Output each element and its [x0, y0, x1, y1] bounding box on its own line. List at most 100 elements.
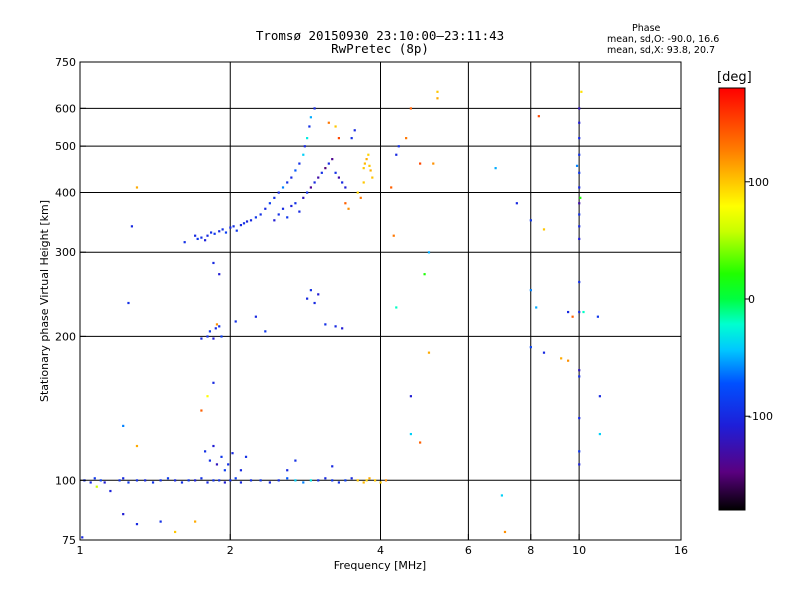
data-point-166: [578, 171, 581, 174]
data-point-205: [244, 455, 248, 458]
data-point-75: [224, 231, 228, 234]
data-point-29: [286, 477, 289, 480]
data-point-95: [303, 145, 306, 148]
colorbar-ticks: 100 0 -100: [745, 176, 773, 423]
y-axis-ticks: 75 100 200 300 400 500 600 750: [55, 56, 86, 547]
data-point-185: [571, 315, 574, 318]
data-point-118: [341, 181, 344, 184]
data-point-65: [183, 241, 186, 244]
data-point-8: [135, 479, 139, 482]
data-point-170: [578, 225, 581, 228]
data-point-174: [578, 369, 581, 372]
data-point-59: [218, 325, 221, 328]
data-point-195: [212, 381, 215, 384]
data-point-21: [223, 481, 226, 484]
data-point-107: [302, 196, 305, 199]
data-point-54: [200, 337, 203, 340]
data-point-6: [122, 477, 125, 480]
data-point-198: [220, 455, 223, 458]
data-point-212: [306, 297, 309, 300]
data-point-148: [427, 351, 431, 354]
data-point-94: [302, 153, 305, 156]
data-point-41: [365, 479, 368, 482]
data-point-207: [294, 459, 297, 462]
data-point-18: [206, 481, 209, 484]
data-point-159: [535, 306, 538, 309]
data-point-68: [200, 236, 203, 239]
data-point-7: [127, 481, 130, 484]
data-point-150: [503, 530, 507, 534]
data-point-3: [99, 479, 102, 482]
data-point-140: [427, 251, 431, 254]
data-point-183: [598, 432, 601, 436]
data-point-72: [213, 232, 216, 235]
data-point-151: [494, 167, 497, 170]
data-point-173: [578, 310, 581, 314]
data-point-51: [81, 536, 84, 539]
data-point-4: [103, 481, 106, 484]
data-point-32: [309, 479, 312, 482]
data-point-83: [254, 216, 257, 219]
data-point-34: [324, 477, 327, 480]
data-point-141: [423, 273, 426, 276]
data-point-188: [130, 225, 134, 228]
data-point-62: [234, 320, 237, 323]
data-point-196: [203, 450, 207, 453]
phase-stat-x: mean, sd,X: 93.8, 20.7: [607, 45, 716, 56]
data-point-108: [306, 191, 309, 194]
data-point-104: [290, 204, 293, 208]
data-point-190: [135, 186, 139, 189]
data-point-80: [242, 222, 246, 225]
data-point-146: [392, 234, 395, 237]
data-point-145: [390, 186, 393, 189]
data-point-64: [218, 273, 221, 276]
data-point-211: [341, 327, 344, 330]
data-point-111: [317, 176, 320, 179]
data-point-88: [277, 191, 280, 194]
data-point-172: [578, 280, 581, 284]
data-point-58: [214, 327, 217, 330]
data-point-152: [515, 202, 518, 205]
data-point-127: [369, 169, 372, 172]
data-point-144: [419, 441, 422, 444]
data-point-46: [95, 485, 98, 488]
data-point-26: [259, 479, 262, 482]
data-point-216: [264, 330, 267, 333]
data-point-192: [122, 424, 125, 428]
data-point-99: [313, 107, 316, 110]
data-point-180: [582, 310, 585, 314]
colorbar-unit-label: [deg]: [717, 70, 752, 85]
data-point-158: [529, 289, 532, 292]
data-point-5: [118, 479, 121, 482]
data-point-2: [93, 477, 96, 480]
data-point-222: [327, 121, 330, 124]
data-point-91: [290, 176, 293, 179]
data-point-186: [575, 164, 579, 167]
data-point-124: [365, 158, 368, 161]
data-point-156: [560, 357, 563, 360]
data-points: [81, 90, 601, 539]
data-point-213: [309, 289, 312, 292]
data-point-220: [337, 137, 340, 140]
data-point-137: [432, 162, 435, 165]
data-point-112: [320, 171, 323, 174]
data-point-77: [232, 225, 235, 228]
data-point-164: [578, 137, 581, 140]
data-point-201: [223, 469, 226, 472]
data-point-182: [598, 395, 601, 398]
data-point-120: [350, 137, 353, 140]
y-axis-label: Stationary phase Virtual Height [km]: [38, 200, 51, 402]
data-point-33: [317, 479, 320, 482]
data-point-92: [294, 169, 297, 172]
data-point-199: [227, 463, 230, 466]
data-point-53: [174, 530, 177, 534]
colorbar: [719, 88, 745, 510]
data-point-52: [194, 520, 197, 523]
data-point-102: [281, 207, 285, 210]
data-point-57: [212, 337, 215, 340]
data-point-103: [286, 216, 289, 219]
data-point-115: [331, 158, 334, 161]
data-point-165: [578, 153, 581, 156]
data-point-11: [159, 479, 162, 482]
data-point-133: [397, 145, 400, 148]
